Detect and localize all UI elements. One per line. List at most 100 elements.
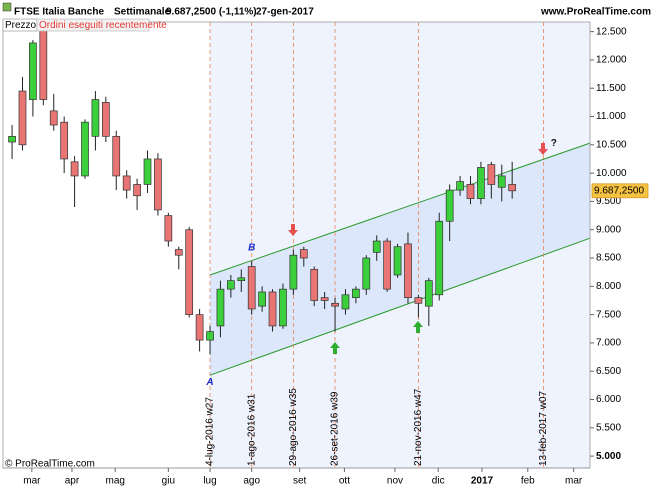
candle-body (101, 102, 110, 137)
candle-body (268, 291, 277, 327)
x-tick-label: nov (387, 476, 403, 487)
y-tick-label: 5.500 (596, 422, 621, 433)
vline-label: 21-nov-2016 w47 (413, 388, 424, 466)
y-tick-label: 9.000 (596, 224, 621, 235)
y-tick-label: 10.500 (596, 139, 627, 150)
y-tick-label: 9.500 (596, 196, 621, 207)
vline-label: 1-ago-2016 w31 (246, 393, 257, 466)
y-tick-label: 5.000 (596, 451, 621, 462)
sell-arrow (288, 224, 298, 236)
y-tick-label: 11.500 (596, 83, 626, 94)
x-tick-label: lug (203, 476, 216, 487)
candle-body (435, 220, 444, 296)
candle-body (341, 294, 350, 310)
annotation: ? (551, 138, 557, 149)
candle-body (195, 314, 204, 341)
candle-body (372, 240, 381, 253)
candle-body (352, 288, 360, 298)
buy-arrow (413, 321, 423, 333)
buy-arrow (330, 342, 340, 354)
candle-body (164, 215, 173, 242)
x-tick-label: ago (243, 476, 260, 487)
vline-label: 29-ago-2016 w35 (288, 388, 299, 466)
candle-body (122, 175, 131, 191)
x-tick-label: mag (105, 476, 124, 487)
candle-body (320, 297, 329, 301)
candle-body (477, 167, 485, 199)
y-tick-label: 10.000 (596, 168, 627, 179)
sell-arrow (538, 143, 548, 155)
y-tick-label: 6.000 (596, 394, 621, 405)
vline-label: 13-feb-2017 w07 (538, 391, 549, 466)
candle-body (81, 121, 89, 177)
candle-body (383, 240, 391, 290)
legend-item: Prezzo (5, 20, 37, 31)
candle-body (331, 302, 339, 307)
candle-body (18, 90, 27, 146)
candle-body (258, 291, 266, 307)
x-tick-label: set (293, 476, 307, 487)
candle-body (8, 135, 16, 143)
y-tick-label: 6.500 (596, 366, 621, 377)
candle-body (29, 42, 37, 100)
candle-body (143, 158, 152, 185)
candle-body (289, 254, 298, 290)
plot-area: 4-lug-2016 w27 1-ago-2016 w31 29-ago-2016 … (2, 21, 627, 487)
y-tick-label: 12.500 (596, 26, 627, 37)
y-tick-label: 7.000 (596, 338, 621, 349)
x-tick-label: mar (565, 476, 583, 487)
candle-body (362, 257, 371, 290)
candle-body (508, 184, 517, 192)
candle-body (154, 158, 162, 211)
candle-body (393, 246, 402, 276)
annotation: B (248, 242, 255, 253)
x-tick-label: ott (339, 476, 350, 487)
candle-body (133, 184, 141, 197)
x-tick-label: 2017 (471, 476, 494, 487)
vline-label: 4-lug-2016 w27 (205, 397, 216, 466)
candle-body (456, 181, 464, 191)
x-tick-label: feb (521, 476, 535, 487)
chart-title: FTSE Italia Banche (14, 7, 104, 18)
candle-body (185, 229, 194, 315)
candle-body (237, 277, 246, 282)
candle-body (424, 280, 433, 307)
candle-body (216, 288, 225, 327)
candle-body (206, 331, 214, 341)
candle-body (466, 184, 475, 199)
legend-item: Ordini eseguiti recentemente (39, 20, 167, 31)
candle-body (112, 135, 121, 177)
candle-body (487, 164, 496, 185)
channel-line (209, 237, 591, 376)
candle-body (174, 249, 183, 256)
candle-body (497, 175, 506, 188)
last-change: 9.687,2500 (-1,11%) (166, 7, 257, 18)
icon (2, 2, 12, 12)
candle-body (414, 297, 423, 304)
candle-body (247, 266, 256, 310)
candle-body (91, 99, 100, 137)
candle-body (404, 243, 412, 298)
vline-label: 26-set-2016 w39 (330, 391, 341, 466)
x-tick-label: dic (432, 476, 445, 487)
candle-body (49, 110, 58, 126)
x-tick-label: apr (65, 476, 80, 487)
date: 27-gen-2017 (256, 7, 314, 18)
legend-box (36, 18, 150, 32)
y-tick-label: 8.500 (596, 253, 621, 264)
last-price-box (591, 183, 649, 199)
y-tick-label: 11.000 (596, 111, 626, 122)
candle-body (60, 121, 69, 160)
candle-body (39, 25, 48, 100)
candle-body (299, 249, 308, 259)
channel-line (209, 142, 591, 276)
candle-body (70, 161, 79, 177)
candle-body (279, 288, 287, 327)
annotation: A (205, 377, 213, 388)
y-tick-label: 12.000 (596, 55, 627, 66)
x-tick-label: mar (23, 476, 41, 487)
footer: © ProRealTime.com (5, 459, 95, 470)
candle-body (227, 280, 235, 290)
candle-body (310, 268, 319, 301)
